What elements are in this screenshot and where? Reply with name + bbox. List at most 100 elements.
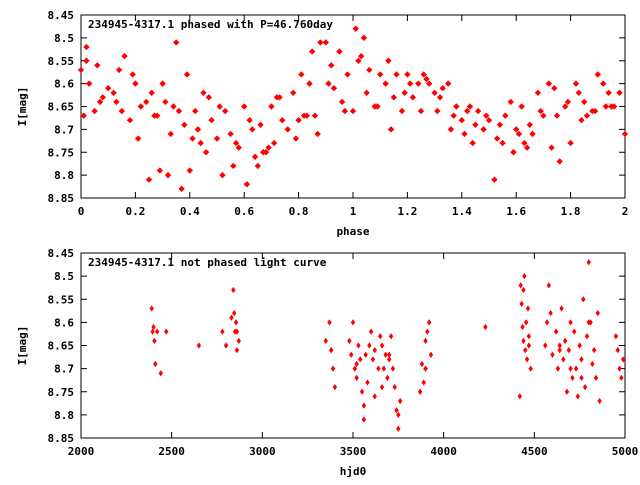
data-point [153,360,158,368]
data-point [284,126,291,133]
data-point [145,176,153,183]
x-tick-label: 1.8 [561,205,581,218]
data-point [619,374,624,381]
data-point [377,71,384,78]
y-tick-label: 8.6 [54,78,74,91]
data-point [579,356,584,363]
data-point [309,48,316,55]
x-tick-label: 3000 [249,445,276,458]
data-point [336,48,343,55]
data-point [553,112,561,119]
y-tick-label: 8.85 [48,432,75,445]
data-point [365,379,370,386]
x-tick-label: 2000 [68,445,95,458]
data-point [548,144,555,151]
data-point [537,107,544,115]
data-point [546,282,552,289]
data-point [94,62,101,69]
data-point [425,80,433,87]
data-point [591,347,597,354]
data-point [159,80,166,87]
data-point [361,416,367,423]
data-point [390,365,396,372]
data-point [575,89,582,96]
data-point [359,388,365,395]
data-point [545,80,553,87]
data-point [483,323,488,331]
data-point [523,347,528,354]
data-point [197,139,204,147]
data-point [613,333,619,340]
data-point [234,328,240,335]
x-tick-label: 2 [622,205,629,218]
data-point [208,117,215,124]
data-point [322,39,329,46]
data-point [510,149,517,156]
data-point [231,286,236,294]
data-point [526,342,532,349]
data-point [600,80,607,87]
data-point [493,135,501,142]
data-point [591,107,599,115]
y-tick-label: 8.75 [48,146,75,159]
data-point [317,39,324,46]
data-series [149,259,626,432]
data-point [550,351,555,358]
y-tick-label: 8.8 [54,169,74,182]
data-point [567,139,574,147]
data-point [480,126,487,133]
data-point [83,57,90,64]
data-point [522,273,527,280]
data-point [314,130,321,138]
data-point [595,310,600,317]
data-point [230,162,237,170]
data-point [183,71,191,78]
data-point [396,411,401,418]
data-point [303,112,310,119]
data-point [404,71,411,78]
data-point [220,328,225,335]
data-point [323,337,328,344]
unphased-light-curve-panel: 8.45 8.5 8.55 8.6 8.65 8.7 8.75 8.8 8.85 2000 250… [16,247,638,478]
data-point [392,384,397,391]
data-point [227,130,234,138]
x-tick-label: 4000 [430,445,457,458]
data-point [385,374,390,381]
data-point [99,94,106,101]
data-point [379,384,385,391]
data-point [372,393,377,400]
data-point [528,365,533,372]
data-point [219,171,226,179]
data-point [367,342,372,349]
y-tick-label: 8.55 [48,55,75,68]
data-point [417,388,423,395]
data-point [572,80,580,87]
data-point [615,347,620,354]
data-point [499,139,506,147]
data-point [327,319,332,326]
data-point [583,112,591,119]
x-axis-ticks: 2000 2500 3000 3500 4000 4500 5000 [68,253,638,458]
data-point [417,107,425,115]
data-point [279,117,286,124]
data-point [515,130,523,138]
x-tick-label: 0.6 [234,205,254,218]
data-point [379,342,385,349]
data-point [436,94,444,101]
x-axis-ticks: 0 0.2 0.4 0.6 0.8 1 1.2 1.4 1.6 1.8 2 [78,15,629,218]
data-point [295,117,302,124]
data-point [374,103,381,110]
data-point [276,94,283,101]
data-point [152,337,157,344]
data-point [257,121,264,128]
y-axis-ticks: 8.45 8.5 8.55 8.6 8.65 8.7 8.75 8.8 8.85 [48,247,625,445]
data-point [409,94,417,101]
y-tick-label: 8.55 [48,293,75,306]
data-point [149,305,154,312]
y-axis-ticks: 8.45 8.5 8.55 8.6 8.65 8.7 8.75 8.8 8.85 [48,9,625,205]
data-point [496,121,504,128]
data-point [529,130,536,138]
data-point [378,333,383,340]
data-point [584,333,590,340]
